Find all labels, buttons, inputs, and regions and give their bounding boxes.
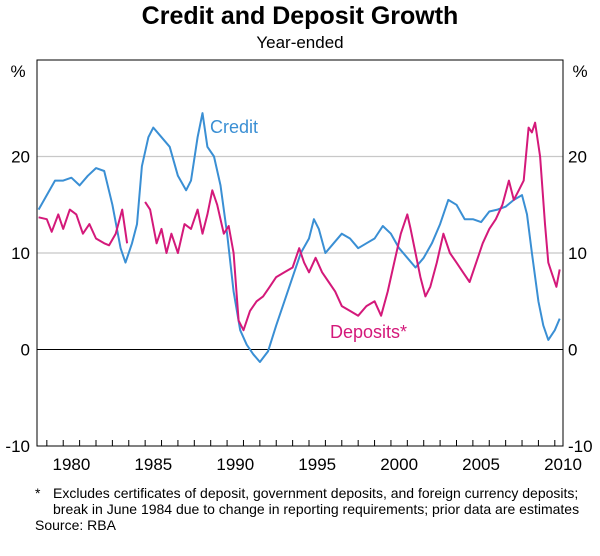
deposits-line (144, 121, 561, 332)
x-tick-label: 1995 (298, 455, 336, 474)
x-tick-label: 2000 (380, 455, 418, 474)
chart: 1980 1985 1990 1995 2000 2005 2010-10 -100 010 10… (5, 59, 593, 474)
y-tick-label-right: 20 (568, 148, 587, 167)
x-tick-label: 2005 (462, 455, 500, 474)
x-tick-label: 1990 (216, 455, 254, 474)
y-axis-label-left: % (10, 62, 25, 81)
y-tick-label-left: 10 (11, 244, 30, 263)
deposits-label: Deposits* (330, 322, 407, 342)
credit-label: Credit (210, 117, 258, 137)
y-tick-label-right: 10 (568, 244, 587, 263)
y-tick-label-right: 0 (568, 341, 577, 360)
chart-title: Credit and Deposit Growth (141, 2, 459, 30)
y-tick-label-left: 0 (21, 341, 30, 360)
plot-frame (36, 59, 564, 447)
source: Source: RBA (35, 517, 116, 533)
footnote: * Excludes certificates of deposit, gove… (35, 485, 595, 517)
chart-subtitle: Year-ended (256, 33, 344, 52)
y-tick-label-left: 20 (11, 148, 30, 167)
footnote-marker: * (35, 485, 41, 501)
y-tick-label-right: -10 (568, 437, 593, 456)
y-axis-label-right: % (572, 62, 587, 81)
notes: * Excludes certificates of deposit, gove… (35, 485, 595, 533)
footnote-text: Excludes certificates of deposit, govern… (53, 485, 580, 517)
deposits-line (38, 208, 129, 247)
x-tick-label: 1985 (134, 455, 172, 474)
credit-line (37, 112, 561, 363)
y-tick-label-left: -10 (5, 437, 30, 456)
x-tick-label: 2010 (544, 455, 582, 474)
x-tick-label: 1980 (52, 455, 90, 474)
